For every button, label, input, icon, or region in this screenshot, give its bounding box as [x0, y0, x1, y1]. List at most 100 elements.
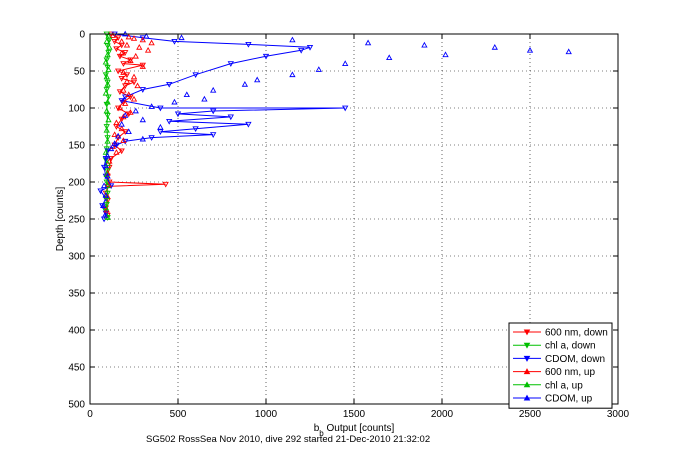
data-point: [118, 98, 125, 104]
axis-ticks: 0 500 1000 1500 2000 2500 30000501001502002503…: [68, 30, 629, 421]
data-point: [114, 68, 122, 75]
legend-entry: 600 nm, down: [513, 328, 608, 339]
data-point: [114, 105, 122, 112]
data-point: [104, 168, 111, 175]
data-point: [127, 57, 134, 64]
y-tick-label: 100: [68, 104, 85, 115]
data-point: [227, 61, 234, 67]
data-point: [171, 39, 178, 45]
data-point: [298, 47, 305, 54]
legend-box: [508, 322, 613, 409]
data-point: [526, 46, 534, 53]
data-point: [139, 87, 146, 93]
data-point: [116, 104, 124, 111]
data-point: [118, 120, 125, 127]
data-point: [241, 80, 249, 87]
legend-entry: chl a, down: [513, 341, 596, 352]
data-point: [148, 135, 155, 141]
data-point: [289, 36, 296, 43]
data-point: [102, 149, 110, 155]
data-point: [104, 135, 111, 141]
data-point: [245, 121, 252, 128]
data-point: [105, 116, 112, 123]
y-tick-label: 400: [68, 326, 85, 337]
data-point: [127, 109, 134, 115]
data-point: [166, 118, 173, 125]
data-point: [183, 91, 190, 98]
data-point: [364, 39, 372, 46]
legend-marker: [523, 329, 531, 336]
data-point: [104, 51, 111, 58]
data-point: [254, 76, 261, 83]
data-point: [421, 41, 428, 48]
series-5: [100, 30, 572, 218]
y-tick-label: 150: [68, 141, 85, 152]
y-tick-label: 350: [68, 289, 85, 300]
data-point: [122, 112, 129, 118]
data-point: [210, 108, 217, 115]
data-point: [104, 182, 111, 189]
x-tick-label: 3000: [607, 409, 630, 420]
x-axis-label-main: b: [314, 423, 320, 434]
data-point: [157, 105, 164, 112]
data-point: [113, 149, 120, 155]
data-point: [103, 124, 110, 130]
data-point: [103, 107, 110, 114]
data-point: [565, 48, 572, 55]
data-point: [122, 94, 129, 101]
legend-entry: CDOM, down: [513, 354, 605, 365]
data-point: [101, 211, 109, 218]
data-point: [144, 46, 152, 53]
data-point: [134, 82, 141, 89]
figure-caption: SG502 RossSea Nov 2010, dive 292 started…: [146, 434, 430, 445]
x-axis-label: bb Output [counts]: [314, 423, 395, 438]
data-point: [105, 32, 112, 39]
data-point: [342, 105, 349, 112]
data-point: [106, 157, 113, 164]
data-point: [107, 145, 115, 152]
data-point: [104, 172, 111, 179]
data-point: [171, 98, 178, 105]
data-point: [123, 41, 131, 48]
data-point: [118, 49, 125, 56]
data-point: [125, 128, 132, 135]
data-point: [118, 148, 125, 155]
x-axis-label-rest: Output [counts]: [324, 423, 395, 434]
data-point: [103, 201, 110, 208]
data-point: [123, 78, 131, 84]
data-point: [113, 119, 120, 126]
legend-entry: chl a, up: [513, 380, 583, 391]
x-tick-label: 2500: [519, 409, 542, 420]
x-axis-label-subscript: b: [319, 429, 324, 438]
legend-label: 600 nm, up: [545, 367, 595, 378]
data-point: [102, 89, 110, 96]
data-point: [123, 72, 131, 79]
data-point: [103, 126, 110, 133]
data-point: [104, 113, 111, 119]
x-tick-label: 0: [87, 409, 93, 420]
data-point: [104, 98, 111, 105]
legend-marker: [523, 342, 531, 349]
data-point: [103, 38, 110, 44]
data-point: [122, 50, 129, 56]
data-point: [162, 181, 169, 188]
data-point: [120, 86, 127, 93]
data-point: [118, 38, 125, 44]
data-point: [262, 53, 270, 60]
data-point: [103, 179, 110, 186]
data-point: [143, 32, 150, 39]
legend-label: CDOM, up: [545, 394, 593, 405]
grid: [90, 34, 618, 404]
data-point: [491, 43, 498, 50]
y-tick-label: 450: [68, 363, 85, 374]
data-point: [136, 43, 143, 50]
data-point: [245, 41, 252, 48]
data-series: [97, 30, 572, 223]
data-point: [148, 39, 155, 46]
data-point: [100, 202, 107, 209]
data-point: [130, 73, 138, 80]
data-point: [120, 69, 127, 75]
data-point: [113, 46, 120, 53]
legend-marker: [523, 381, 531, 388]
